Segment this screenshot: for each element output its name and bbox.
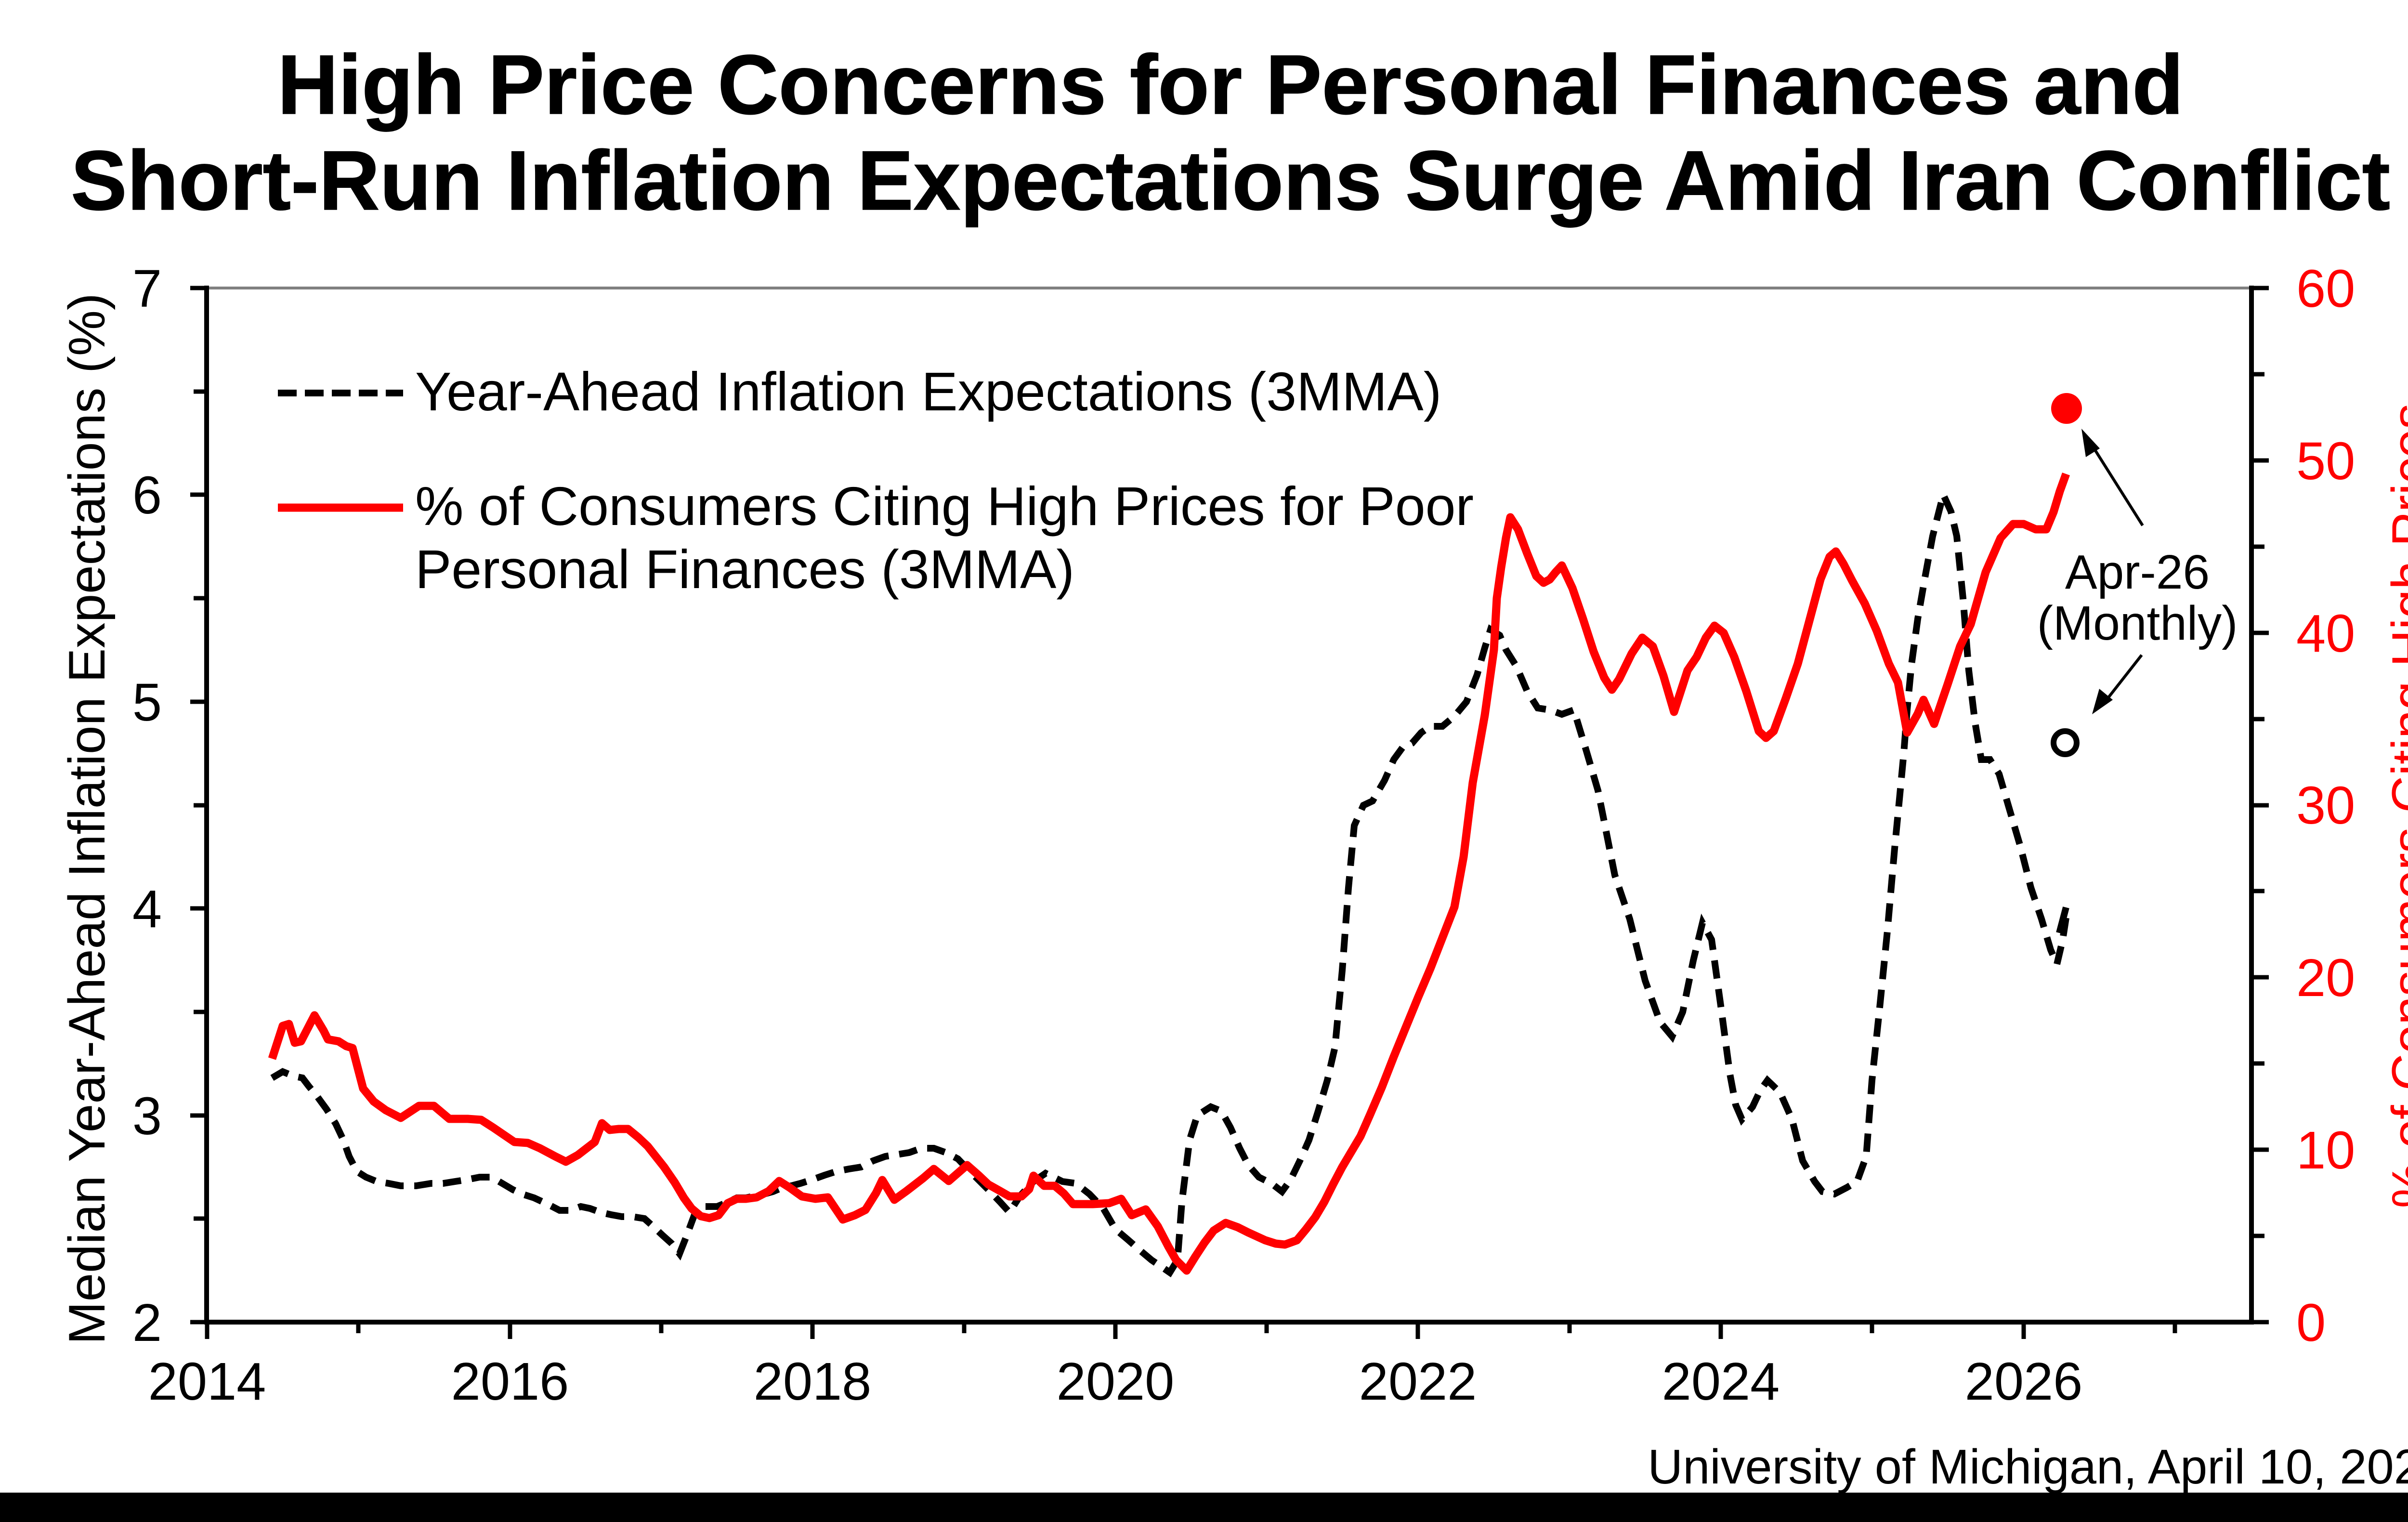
svg-text:60: 60 — [2296, 259, 2355, 318]
svg-text:40: 40 — [2296, 604, 2355, 663]
svg-text:Personal Finances (3MMA): Personal Finances (3MMA) — [415, 539, 1074, 600]
svg-text:2026: 2026 — [1965, 1352, 2083, 1411]
svg-text:50: 50 — [2296, 432, 2355, 491]
svg-text:30: 30 — [2296, 776, 2355, 835]
svg-text:High Price Concerns for Person: High Price Concerns for Personal Finance… — [277, 38, 2184, 132]
svg-text:2018: 2018 — [754, 1352, 872, 1411]
svg-text:% of Consumers Citing High Pri: % of Consumers Citing High Prices — [2381, 404, 2408, 1208]
svg-text:20: 20 — [2296, 948, 2355, 1008]
svg-text:4: 4 — [132, 879, 162, 939]
svg-text:6: 6 — [132, 466, 162, 525]
svg-text:2014: 2014 — [148, 1352, 266, 1411]
svg-text:2022: 2022 — [1359, 1352, 1477, 1411]
svg-text:Apr-26: Apr-26 — [2065, 545, 2210, 599]
svg-text:University of Michigan, April: University of Michigan, April 10, 2026 — [1648, 1440, 2408, 1494]
svg-text:2020: 2020 — [1057, 1352, 1175, 1411]
svg-text:5: 5 — [132, 673, 162, 732]
svg-text:Year-Ahead Inflation Expectati: Year-Ahead Inflation Expectations (3MMA) — [415, 361, 1441, 422]
svg-text:% of Consumers Citing High Pri: % of Consumers Citing High Prices for Po… — [415, 476, 1474, 537]
svg-text:2024: 2024 — [1662, 1352, 1780, 1411]
svg-text:2016: 2016 — [451, 1352, 569, 1411]
svg-text:10: 10 — [2296, 1121, 2355, 1180]
svg-text:7: 7 — [132, 259, 162, 318]
svg-text:3: 3 — [132, 1087, 162, 1146]
svg-text:Short-Run Inflation Expectatio: Short-Run Inflation Expectations Surge A… — [71, 134, 2390, 228]
svg-text:Median Year-Ahead Inflation Ex: Median Year-Ahead Inflation Expectations… — [58, 293, 116, 1345]
svg-text:0: 0 — [2296, 1293, 2326, 1352]
svg-text:(Monthly): (Monthly) — [2037, 596, 2238, 650]
svg-text:2: 2 — [132, 1293, 162, 1352]
